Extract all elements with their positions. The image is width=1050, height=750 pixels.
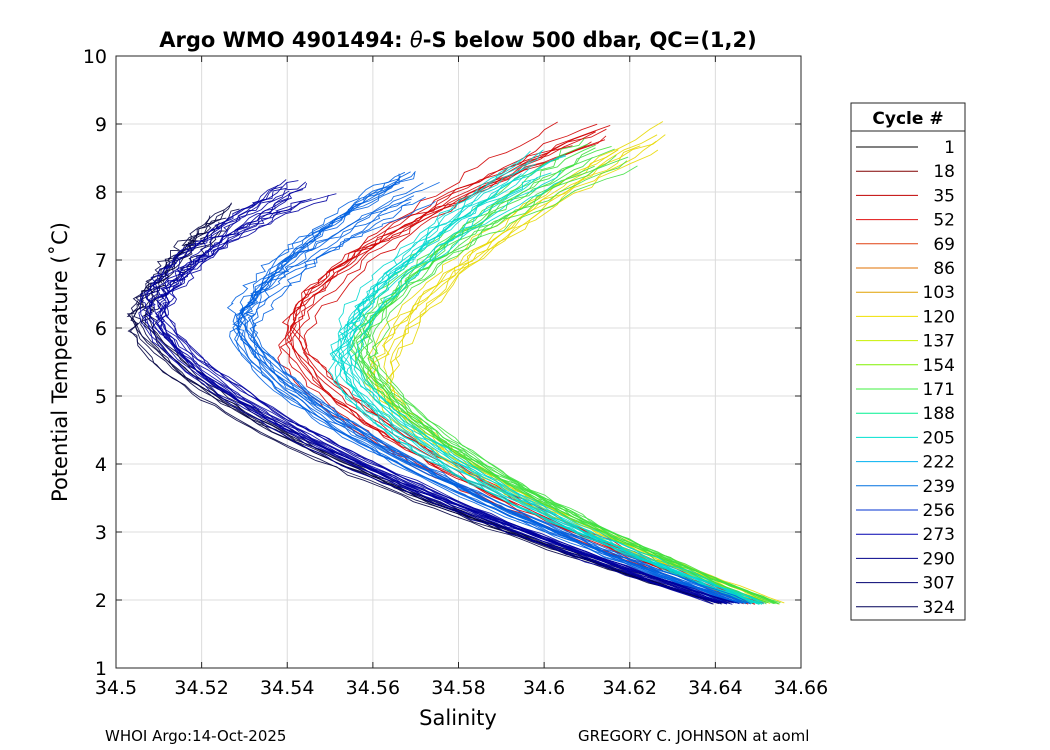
y-tick-label: 10 [83, 46, 107, 68]
profile-line [236, 198, 740, 604]
legend-label: 290 [923, 549, 955, 569]
profile-line [355, 165, 761, 604]
legend-label: 35 [933, 186, 955, 206]
legend-label: 1 [944, 138, 955, 158]
y-axis-label: Potential Temperature (˚C) [48, 222, 72, 502]
profile-line [363, 144, 769, 604]
profile-line [232, 200, 736, 604]
profile-line [349, 160, 780, 605]
legend-label: 137 [923, 332, 955, 352]
legend-label: 239 [923, 477, 955, 497]
legend-label: 273 [923, 525, 955, 545]
x-tick-label: 34.5 [95, 677, 137, 699]
x-tick-label: 34.64 [688, 677, 742, 699]
profile-line [244, 183, 728, 604]
chart-title: Argo WMO 4901494: θ-S below 500 dbar, QC… [159, 28, 756, 52]
y-tick-label: 9 [95, 114, 107, 136]
x-tick-label: 34.66 [774, 677, 828, 699]
legend-label: 256 [923, 501, 955, 521]
x-tick-label: 34.58 [431, 677, 485, 699]
profile-line [145, 190, 726, 604]
x-tick-label: 34.52 [174, 677, 228, 699]
profile-line [160, 205, 716, 604]
profile-line [155, 184, 733, 603]
x-tick-label: 34.54 [260, 677, 314, 699]
y-tick-label: 1 [95, 658, 107, 680]
profile-line [237, 172, 737, 604]
y-tick-label: 5 [95, 386, 107, 408]
legend-label: 69 [933, 235, 955, 255]
profile-line [327, 155, 764, 605]
profile-line [226, 186, 748, 604]
profile-line [346, 150, 746, 604]
y-tick-label: 4 [95, 454, 107, 476]
profile-line [126, 224, 722, 604]
x-tick-label: 34.62 [603, 677, 657, 699]
y-tick-label: 7 [95, 250, 107, 272]
legend-label: 18 [933, 162, 955, 182]
profile-line [292, 131, 756, 605]
legend-label: 205 [923, 428, 955, 448]
footer-right: GREGORY C. JOHNSON at aoml [578, 727, 809, 745]
y-tick-label: 8 [95, 182, 107, 204]
profile-line [345, 172, 761, 604]
profile-line [148, 230, 722, 605]
profile-line [157, 183, 728, 605]
profile-line [156, 198, 733, 605]
profile-line [338, 180, 767, 604]
profile-line [126, 215, 719, 605]
x-tick-label: 34.56 [346, 677, 400, 699]
profile-line [331, 167, 760, 605]
profile-line [344, 163, 747, 605]
profile-line [138, 180, 720, 604]
legend-label: 120 [923, 307, 955, 327]
y-tick-label: 3 [95, 522, 107, 544]
profile-line [237, 171, 743, 604]
axis-ticks: 34.5 34.52 34.54 34.56 34.58 34.6 34.62 34.64 34… [83, 46, 828, 699]
profile-line [335, 154, 758, 605]
legend-label: 103 [923, 283, 955, 303]
profile-line [252, 195, 739, 603]
profile-line [232, 201, 746, 605]
plot-area: 34.5 34.52 34.54 34.56 34.58 34.6 34.62 34.64 34… [83, 46, 828, 699]
legend: Cycle # 1 18 35 52 69 86 103 120 137 154 171 188 205… [850, 102, 966, 621]
legend-label: 222 [923, 453, 955, 473]
x-axis-label: Salinity [419, 706, 497, 730]
y-tick-label: 2 [95, 590, 107, 612]
profile-line [247, 182, 752, 605]
legend-items: 1 18 35 52 69 86 103 120 137 154 171 188 205 222 239 25… [856, 138, 955, 618]
legend-label: 171 [923, 380, 955, 400]
legend-label: 86 [933, 259, 955, 279]
legend-label: 324 [923, 598, 955, 618]
x-tick-label: 34.6 [523, 677, 565, 699]
profile-line [342, 173, 754, 604]
legend-title: Cycle # [872, 109, 943, 129]
legend-label: 52 [933, 211, 955, 231]
profile-line [350, 137, 774, 605]
profile-line [145, 194, 733, 603]
y-tick-label: 6 [95, 318, 107, 340]
legend-label: 188 [923, 404, 955, 424]
series-group [126, 121, 785, 605]
profile-line [358, 156, 779, 605]
profile-line [129, 202, 721, 603]
profile-line [143, 179, 713, 605]
legend-label: 307 [923, 574, 955, 594]
footer-left: WHOI Argo:14-Oct-2025 [105, 727, 286, 745]
legend-label: 154 [923, 356, 955, 376]
